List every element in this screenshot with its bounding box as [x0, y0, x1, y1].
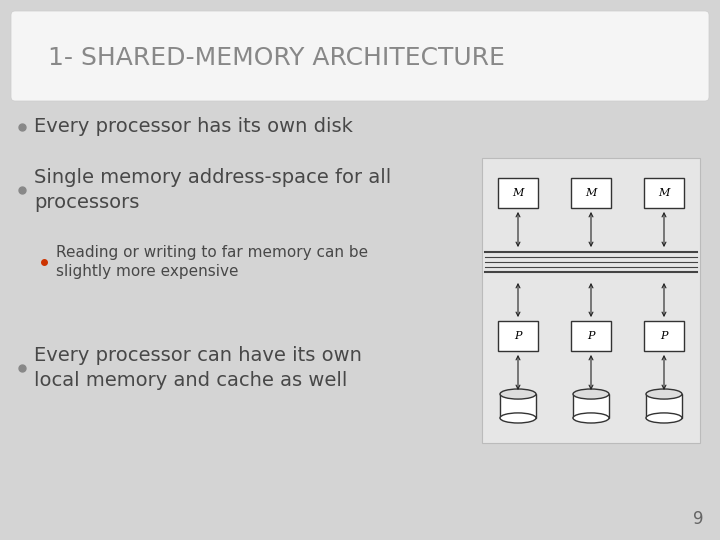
Text: P: P: [588, 331, 595, 341]
Ellipse shape: [500, 389, 536, 399]
Bar: [644, 178, 684, 208]
Bar: [646, 394, 682, 418]
Text: P: P: [660, 331, 667, 341]
Text: P: P: [514, 331, 522, 341]
Bar: [644, 321, 684, 351]
Ellipse shape: [573, 413, 609, 423]
Text: Reading or writing to far memory can be
slightly more expensive: Reading or writing to far memory can be …: [56, 245, 368, 279]
Text: M: M: [658, 188, 670, 198]
Bar: [498, 178, 538, 208]
Ellipse shape: [573, 389, 609, 399]
Bar: [573, 394, 609, 418]
FancyBboxPatch shape: [482, 158, 700, 443]
Text: 1- SHARED-MEMORY ARCHITECTURE: 1- SHARED-MEMORY ARCHITECTURE: [48, 46, 505, 70]
Text: M: M: [513, 188, 523, 198]
Text: M: M: [585, 188, 597, 198]
Text: Every processor can have its own
local memory and cache as well: Every processor can have its own local m…: [34, 346, 362, 390]
Ellipse shape: [500, 413, 536, 423]
Text: Single memory address-space for all
processors: Single memory address-space for all proc…: [34, 168, 391, 212]
Text: Every processor has its own disk: Every processor has its own disk: [34, 118, 353, 137]
Bar: [571, 321, 611, 351]
FancyBboxPatch shape: [11, 11, 709, 101]
Bar: [498, 321, 538, 351]
Bar: [571, 178, 611, 208]
Text: 9: 9: [693, 510, 703, 528]
Ellipse shape: [646, 413, 682, 423]
Ellipse shape: [646, 389, 682, 399]
Bar: [500, 394, 536, 418]
